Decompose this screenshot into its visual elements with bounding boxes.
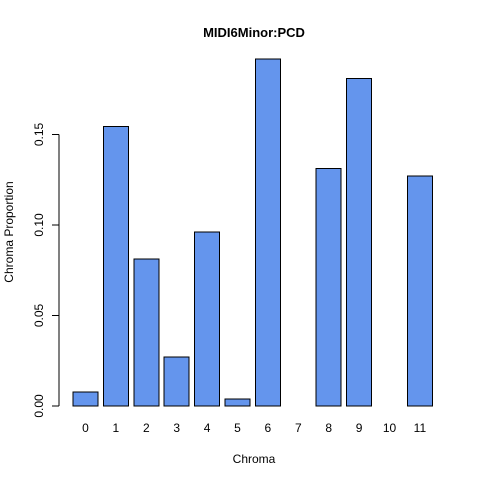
x-tick-labels: 0 1 2 3 4 5 6 7 8 9 10 11 <box>82 421 426 435</box>
x-tick-label: 1 <box>113 421 120 435</box>
x-tick-label: 4 <box>204 421 211 435</box>
bar-chroma-9 <box>346 78 373 407</box>
x-tick-label: 0 <box>82 421 89 435</box>
x-tick-label: 10 <box>383 421 397 435</box>
x-axis-label: Chroma <box>233 452 276 466</box>
bar-chroma-0 <box>72 391 99 407</box>
chart-title: MIDI6Minor:PCD <box>203 25 305 40</box>
y-axis: 0.00 0.05 0.10 0.15 <box>32 122 60 418</box>
y-axis-label: Chroma Proportion <box>2 181 16 282</box>
bar-chroma-6 <box>254 58 281 407</box>
y-tick-label: 0.00 <box>32 394 46 418</box>
bar-chroma-1 <box>102 126 129 407</box>
y-tick-label: 0.05 <box>32 303 46 327</box>
bar-chroma-2 <box>133 258 160 407</box>
bar-chroma-8 <box>315 168 342 407</box>
bar-chroma-11 <box>406 175 433 407</box>
y-tick-label: 0.15 <box>32 122 46 146</box>
x-tick-label: 9 <box>356 421 363 435</box>
bars-group <box>72 58 433 407</box>
x-tick-label: 6 <box>265 421 272 435</box>
x-tick-label: 3 <box>173 421 180 435</box>
x-tick-label: 8 <box>325 421 332 435</box>
bar-chroma-3 <box>163 356 190 407</box>
bar-chroma-4 <box>194 231 221 407</box>
bar-chroma-5 <box>224 398 251 407</box>
x-tick-label: 11 <box>414 421 427 435</box>
x-tick-label: 7 <box>295 421 302 435</box>
x-tick-label: 5 <box>234 421 241 435</box>
y-tick-label: 0.10 <box>32 213 46 237</box>
x-tick-label: 2 <box>143 421 150 435</box>
